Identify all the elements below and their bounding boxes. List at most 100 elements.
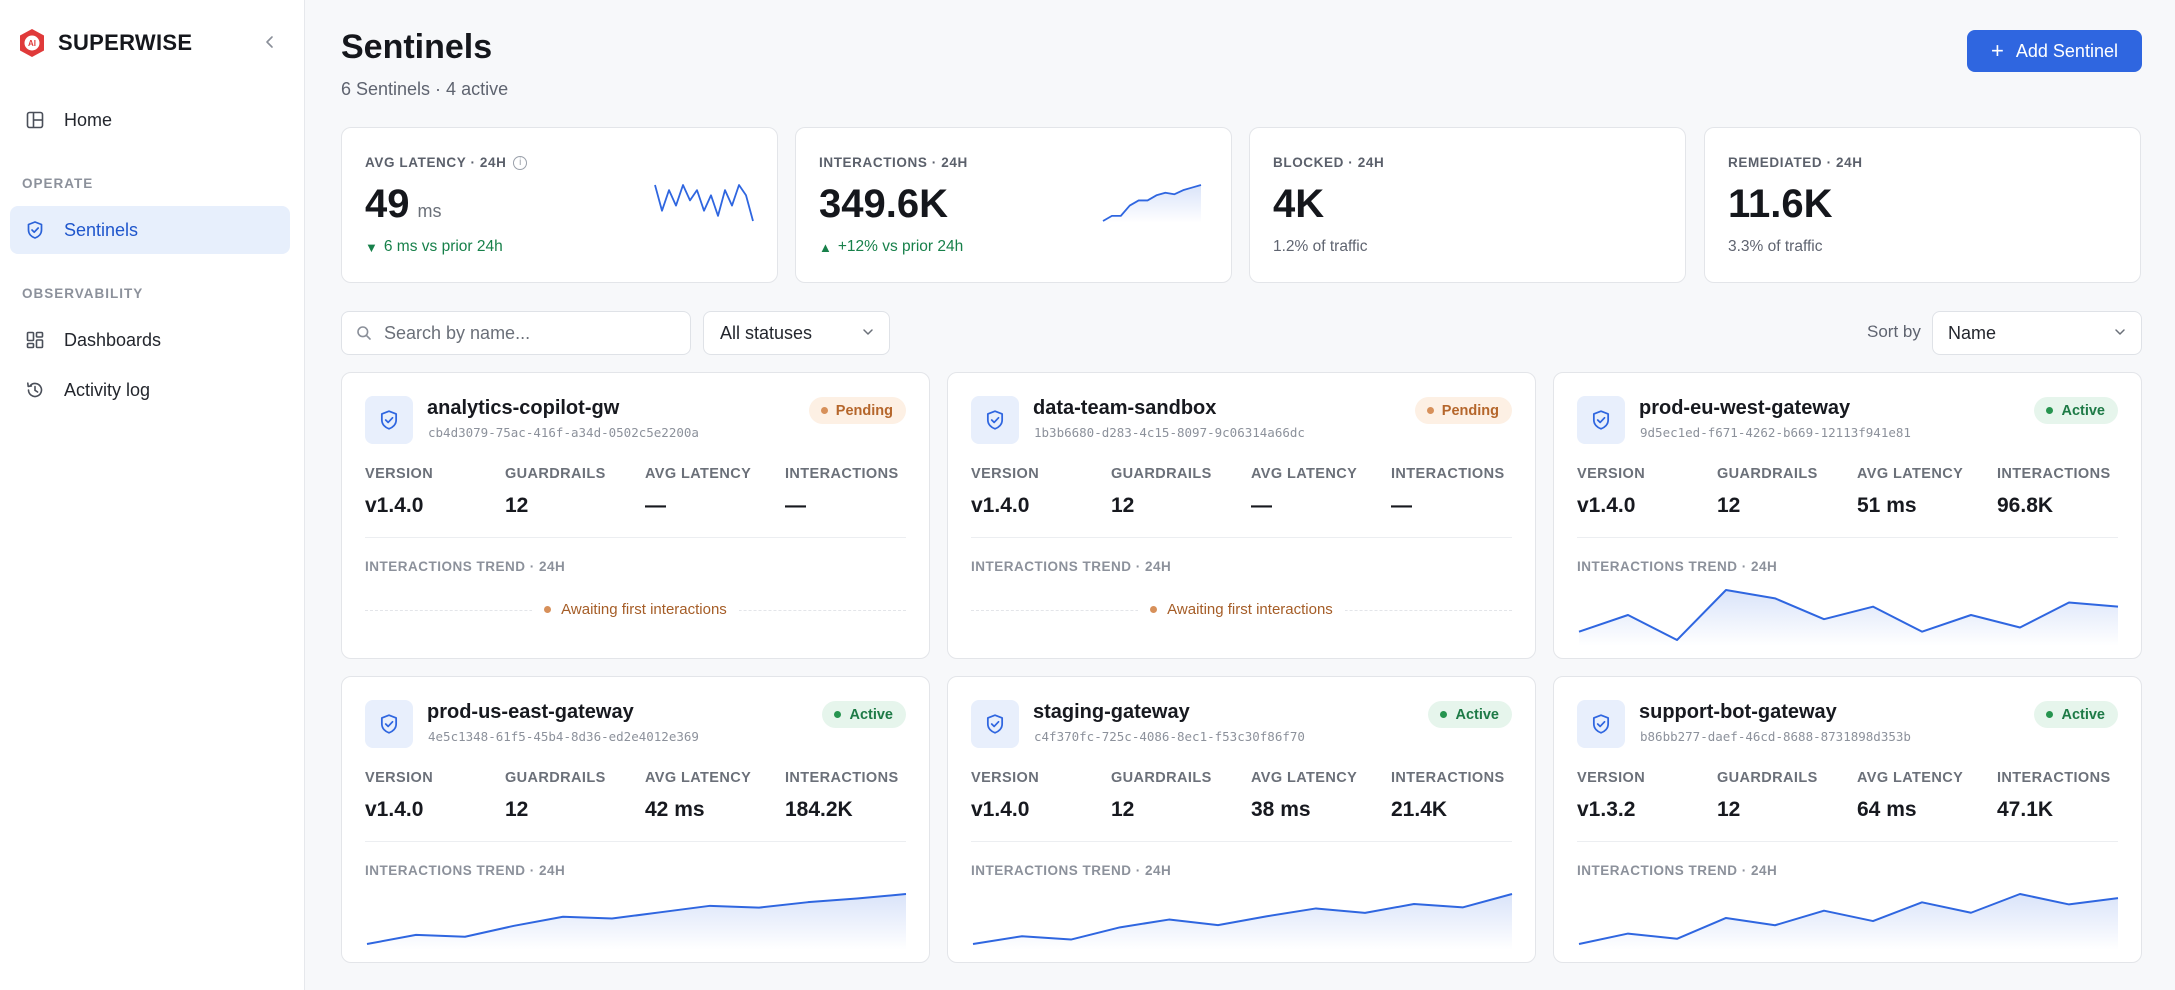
stat-label: VERSION bbox=[971, 466, 1040, 482]
shield-check-icon bbox=[1577, 396, 1625, 444]
stat-guardrails: GUARDRAILS 12 bbox=[1717, 770, 1818, 822]
sort-select[interactable]: Name bbox=[1932, 311, 2142, 355]
stat-interactions: INTERACTIONS — bbox=[785, 466, 899, 518]
stat-value: 12 bbox=[1111, 494, 1135, 517]
kpi-card-avg-latency: AVG LATENCY · 24H i 49 ms ▼ 6 ms vs prio… bbox=[341, 127, 778, 283]
chevron-down-icon bbox=[2115, 329, 2125, 335]
status-badge: Active bbox=[1428, 701, 1512, 728]
status-badge: Pending bbox=[808, 397, 906, 424]
stat-guardrails: GUARDRAILS 12 bbox=[505, 770, 606, 822]
sidebar-item-home[interactable]: Home bbox=[10, 96, 290, 144]
kpi-label: BLOCKED · 24H bbox=[1273, 155, 1385, 170]
divider bbox=[971, 537, 1512, 538]
shield-check-icon bbox=[971, 396, 1019, 444]
interactions-trend-sparkline bbox=[366, 893, 907, 950]
sort-label: Sort by bbox=[1867, 322, 1921, 341]
stat-avg-latency: AVG LATENCY — bbox=[645, 466, 751, 518]
status-badge-text: Active bbox=[2061, 706, 2105, 723]
awaiting-content: Awaiting first interactions bbox=[1138, 601, 1345, 618]
status-badge-text: Active bbox=[849, 706, 893, 723]
triangle-down-icon: ▼ bbox=[365, 239, 378, 255]
sentinel-card[interactable]: prod-eu-west-gateway 9d5ec1ed-f671-4262-b… bbox=[1553, 372, 2142, 659]
sidebar-item-dashboards[interactable]: Dashboards bbox=[10, 316, 290, 364]
sidebar-item-activity-log[interactable]: Activity log bbox=[10, 366, 290, 414]
kpi-sparkline bbox=[654, 184, 754, 222]
stat-label: INTERACTIONS bbox=[1997, 466, 2111, 482]
status-dot-icon bbox=[834, 711, 842, 718]
stat-value: v1.4.0 bbox=[365, 798, 424, 821]
sparkline-area bbox=[1103, 185, 1201, 223]
sparkline-area bbox=[1579, 894, 2118, 950]
awaiting-content: Awaiting first interactions bbox=[532, 601, 739, 618]
sentinel-id: cb4d3079-75ac-416f-a34d-0502c5e2200a bbox=[428, 425, 699, 440]
stat-guardrails: GUARDRAILS 12 bbox=[1111, 770, 1212, 822]
shield-check-icon bbox=[1577, 700, 1625, 748]
stat-version: VERSION v1.4.0 bbox=[1577, 466, 1645, 518]
stat-value: v1.4.0 bbox=[365, 494, 424, 517]
shield-check-icon bbox=[365, 700, 413, 748]
kpi-delta: ▲ +12% vs prior 24h bbox=[819, 238, 963, 256]
sentinel-id: 1b3b6680-d283-4c15-8097-9c06314a66dc bbox=[1034, 425, 1305, 440]
stat-label: GUARDRAILS bbox=[1717, 466, 1818, 482]
awaiting-text: Awaiting first interactions bbox=[561, 601, 727, 618]
kpi-card-blocked: BLOCKED · 24H 4K 1.2% of traffic bbox=[1249, 127, 1686, 283]
interactions-trend-sparkline bbox=[1578, 589, 2119, 646]
stat-guardrails: GUARDRAILS 12 bbox=[1111, 466, 1212, 518]
sentinel-card[interactable]: support-bot-gateway b86bb277-daef-46cd-86… bbox=[1553, 676, 2142, 963]
brand-logo-icon: AI bbox=[20, 29, 44, 57]
chevron-down-icon bbox=[863, 329, 873, 335]
sentinel-card[interactable]: prod-us-east-gateway 4e5c1348-61f5-45b4-8… bbox=[341, 676, 930, 963]
stat-label: AVG LATENCY bbox=[1251, 770, 1358, 786]
status-dot-icon bbox=[2046, 407, 2054, 414]
plus-icon: + bbox=[1991, 38, 2004, 63]
collapse-sidebar-button[interactable] bbox=[258, 30, 282, 54]
stat-version: VERSION v1.4.0 bbox=[365, 770, 433, 822]
add-sentinel-label: Add Sentinel bbox=[2015, 40, 2118, 61]
add-sentinel-button[interactable]: + Add Sentinel bbox=[1967, 30, 2142, 72]
kpi-delta-text: +12% vs prior 24h bbox=[837, 238, 964, 255]
kpi-unit: ms bbox=[417, 201, 442, 221]
main-content: Sentinels 6 Sentinels · 4 active + Add S… bbox=[305, 0, 2175, 990]
status-dot-icon bbox=[2046, 711, 2054, 718]
stat-value: — bbox=[1251, 494, 1272, 517]
trend-label: INTERACTIONS TREND · 24H bbox=[365, 559, 566, 574]
kpi-card-interactions: INTERACTIONS · 24H 349.6K ▲ +12% vs prio… bbox=[795, 127, 1232, 283]
pending-dot-icon bbox=[1150, 606, 1158, 613]
stat-label: INTERACTIONS bbox=[1997, 770, 2111, 786]
stat-interactions: INTERACTIONS 96.8K bbox=[1997, 466, 2111, 518]
info-icon[interactable]: i bbox=[513, 155, 528, 170]
stat-version: VERSION v1.3.2 bbox=[1577, 770, 1645, 822]
status-badge-text: Pending bbox=[835, 402, 893, 419]
search-box[interactable] bbox=[341, 311, 691, 355]
interactions-trend-sparkline bbox=[1578, 893, 2119, 950]
awaiting-placeholder: Awaiting first interactions bbox=[342, 601, 929, 618]
kpi-value-number: 49 bbox=[365, 182, 410, 226]
sentinel-card[interactable]: data-team-sandbox 1b3b6680-d283-4c15-8097… bbox=[947, 372, 1536, 659]
stat-label: AVG LATENCY bbox=[1251, 466, 1358, 482]
stat-guardrails: GUARDRAILS 12 bbox=[1717, 466, 1818, 518]
kpi-delta: ▼ 6 ms vs prior 24h bbox=[365, 238, 503, 256]
sentinel-card[interactable]: staging-gateway c4f370fc-725c-4086-8ec1-f… bbox=[947, 676, 1536, 963]
brand[interactable]: AI SUPERWISE bbox=[18, 28, 192, 58]
sentinel-name: prod-us-east-gateway bbox=[427, 701, 634, 723]
search-input[interactable] bbox=[384, 322, 674, 344]
kpi-value: 11.6K bbox=[1728, 182, 1833, 227]
sidebar-item-label: Dashboards bbox=[64, 329, 162, 350]
status-filter-select[interactable]: All statuses bbox=[703, 311, 890, 355]
stat-label: AVG LATENCY bbox=[645, 770, 752, 786]
stat-version: VERSION v1.4.0 bbox=[365, 466, 433, 518]
sidebar-item-label: Home bbox=[64, 109, 113, 130]
shield-check-icon bbox=[971, 700, 1019, 748]
kpi-value-number: 4K bbox=[1273, 182, 1325, 226]
pending-dot-icon bbox=[544, 606, 552, 613]
trend-label: INTERACTIONS TREND · 24H bbox=[365, 863, 566, 878]
status-badge: Pending bbox=[1414, 397, 1512, 424]
divider bbox=[365, 841, 906, 842]
sentinel-card[interactable]: analytics-copilot-gw cb4d3079-75ac-416f-a… bbox=[341, 372, 930, 659]
divider bbox=[365, 537, 906, 538]
stat-label: AVG LATENCY bbox=[645, 466, 752, 482]
stat-value: 12 bbox=[1717, 798, 1741, 821]
stat-avg-latency: AVG LATENCY 51 ms bbox=[1857, 466, 1963, 518]
stat-label: GUARDRAILS bbox=[1717, 770, 1818, 786]
sidebar-item-sentinels[interactable]: Sentinels bbox=[10, 206, 290, 254]
